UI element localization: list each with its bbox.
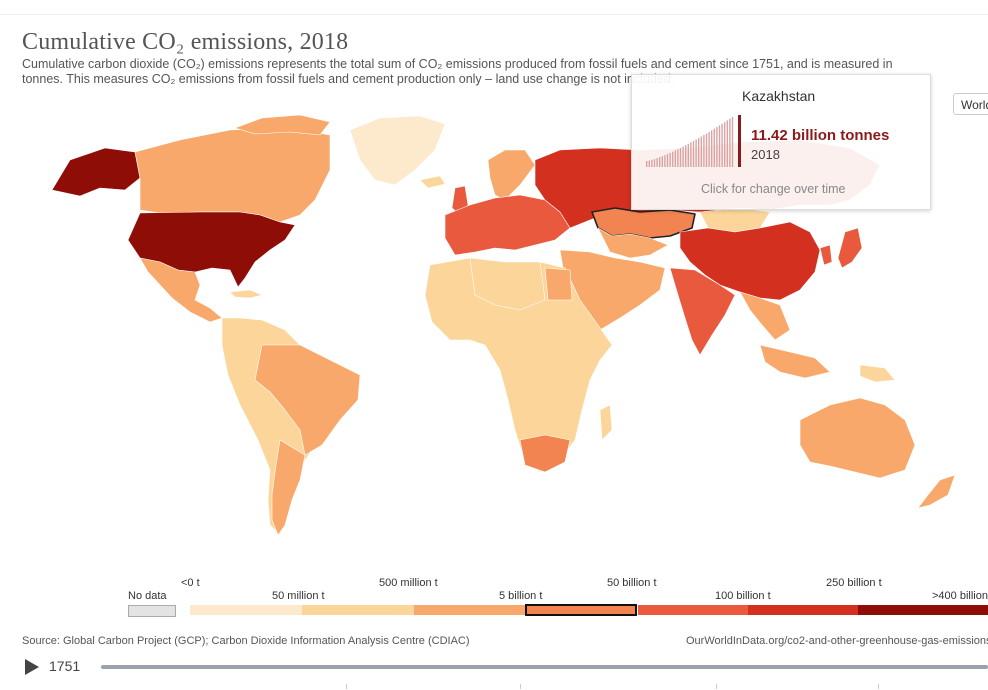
sparkline-bar	[687, 143, 689, 167]
legend-bin[interactable]	[748, 605, 858, 615]
legend-bottom-label: 5 billion t	[499, 590, 543, 602]
country-madagascar[interactable]	[599, 404, 613, 441]
legend-top-label: 50 billion t	[607, 577, 657, 589]
tooltip-hint: Click for change over time	[701, 182, 846, 196]
country-tooltip: Kazakhstan 11.42 billion tonnes 2018 Cli…	[631, 74, 931, 210]
sparkline-bar	[682, 146, 684, 167]
legend-bin[interactable]	[638, 605, 748, 615]
sparkline-bar	[661, 156, 663, 167]
country-greenland[interactable]	[349, 115, 446, 186]
country-new-zealand[interactable]	[917, 474, 956, 509]
chart-title: Cumulative CO₂ emissions, 2018	[22, 29, 349, 55]
sparkline-bar	[726, 120, 728, 167]
legend-top-label: 250 billion t	[826, 577, 882, 589]
legend-bin[interactable]	[858, 605, 988, 615]
sparkline-bar	[672, 151, 674, 167]
sparkline-bar	[656, 158, 658, 167]
legend-no-data-swatch[interactable]	[128, 605, 176, 617]
tooltip-sparkline	[646, 115, 741, 167]
tooltip-country: Kazakhstan	[742, 88, 816, 104]
sparkline-bar	[690, 142, 692, 167]
country-new-guinea[interactable]	[859, 364, 896, 383]
legend-bin[interactable]	[525, 604, 637, 616]
sparkline-bar	[695, 139, 697, 167]
country-canada[interactable]	[134, 127, 331, 223]
legend-top-label: 500 million t	[379, 577, 438, 589]
sparkline-bar	[721, 123, 723, 167]
country-korea[interactable]	[819, 244, 833, 266]
tab-divider	[716, 684, 717, 689]
country-scandinavia[interactable]	[487, 149, 536, 201]
sparkline-bar	[711, 130, 713, 167]
sparkline-bar	[713, 128, 715, 167]
sparkline-bar	[716, 127, 718, 167]
sparkline-bar	[651, 159, 653, 167]
sparkline-bar	[708, 131, 710, 167]
world-map[interactable]	[0, 0, 988, 600]
sparkline-bar	[731, 117, 734, 167]
country-iceland[interactable]	[419, 175, 446, 189]
sparkline-bar	[669, 152, 671, 167]
country-south-africa[interactable]	[519, 434, 571, 473]
country-north-africa[interactable]	[469, 257, 546, 311]
country-argentina[interactable]	[271, 439, 306, 536]
country-canada-islands[interactable]	[234, 114, 331, 136]
tab-divider	[520, 684, 521, 689]
sparkline-current-marker	[738, 115, 741, 167]
country-china[interactable]	[679, 221, 821, 301]
sparkline-bar	[698, 138, 700, 167]
legend-bin[interactable]	[190, 605, 302, 615]
sparkline-bar	[685, 145, 687, 167]
sparkline-bar	[653, 159, 656, 167]
bottom-tabs	[0, 684, 988, 689]
sparkline-bar	[659, 157, 661, 167]
legend-top-label: <0 t	[181, 577, 200, 589]
sparkline-bar	[705, 133, 708, 167]
sparkline-bar	[677, 149, 679, 167]
country-japan[interactable]	[837, 227, 863, 269]
chart-subtitle: Cumulative carbon dioxide (CO₂) emission…	[22, 57, 893, 86]
country-brazil[interactable]	[254, 344, 361, 456]
region-select-button[interactable]: World	[953, 93, 988, 115]
country-central-asia[interactable]	[597, 227, 669, 259]
legend-bin[interactable]	[302, 605, 414, 615]
tab-divider	[346, 684, 347, 689]
sparkline-bar	[674, 150, 676, 167]
legend-no-data-label: No data	[128, 590, 167, 602]
sparkline-bar	[718, 125, 721, 167]
sparkline-bar	[692, 140, 695, 167]
tooltip-value: 11.42 billion tonnes	[751, 127, 890, 144]
legend-bin[interactable]	[414, 605, 526, 615]
country-caribbean[interactable]	[229, 289, 263, 299]
tooltip-year: 2018	[751, 147, 780, 162]
sparkline-bar	[703, 135, 705, 167]
country-europe[interactable]	[444, 194, 571, 256]
country-indonesia[interactable]	[759, 344, 831, 379]
sparkline-bar	[666, 154, 669, 167]
country-india[interactable]	[669, 267, 736, 356]
timeline-year: 1751	[49, 658, 81, 674]
sparkline-bar	[729, 118, 731, 167]
source-note: Source: Global Carbon Project (GCP); Car…	[22, 635, 470, 647]
sparkline-bar	[700, 136, 702, 167]
source-url-link[interactable]: OurWorldInData.org/co2-and-other-greenho…	[686, 635, 988, 647]
country-alaska[interactable]	[51, 147, 141, 197]
legend-bottom-label: >400 billion t	[932, 590, 988, 602]
sparkline-bar	[648, 160, 650, 167]
sparkline-bar	[679, 147, 682, 167]
legend-bottom-label: 100 billion t	[715, 590, 771, 602]
sparkline-bar	[664, 155, 666, 167]
sparkline-bar	[646, 161, 648, 167]
timeline-slider[interactable]	[101, 665, 988, 669]
country-australia[interactable]	[799, 397, 916, 479]
tab-divider	[878, 684, 879, 689]
country-mexico[interactable]	[139, 257, 223, 323]
country-egypt[interactable]	[544, 267, 573, 301]
play-icon[interactable]	[25, 659, 39, 675]
country-southeast-asia[interactable]	[739, 291, 791, 341]
legend-bottom-label: 50 million t	[272, 590, 325, 602]
sparkline-bar	[724, 122, 726, 167]
